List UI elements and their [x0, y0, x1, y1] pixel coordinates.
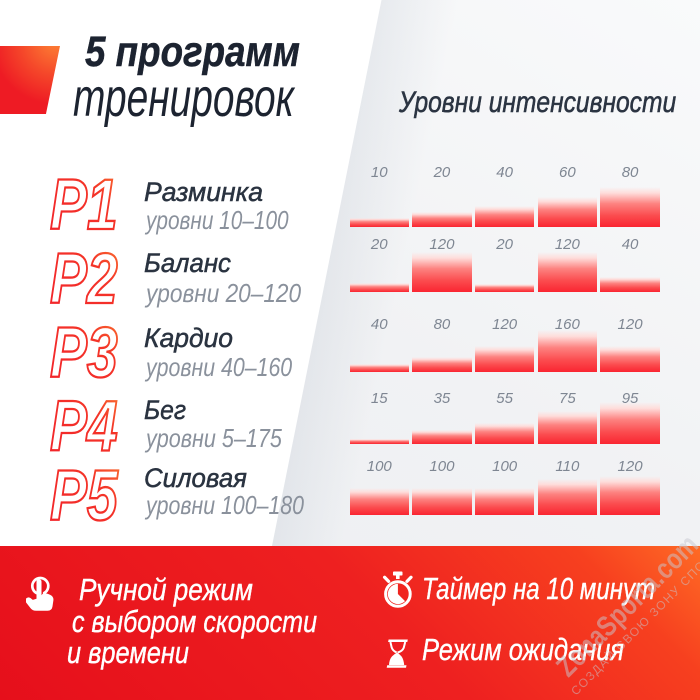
svg-text:P3: P3	[50, 313, 118, 392]
svg-text:P5: P5	[50, 456, 119, 535]
svg-text:P4: P4	[50, 387, 118, 466]
svg-text:P1: P1	[50, 165, 118, 244]
svg-text:P2: P2	[50, 239, 118, 318]
